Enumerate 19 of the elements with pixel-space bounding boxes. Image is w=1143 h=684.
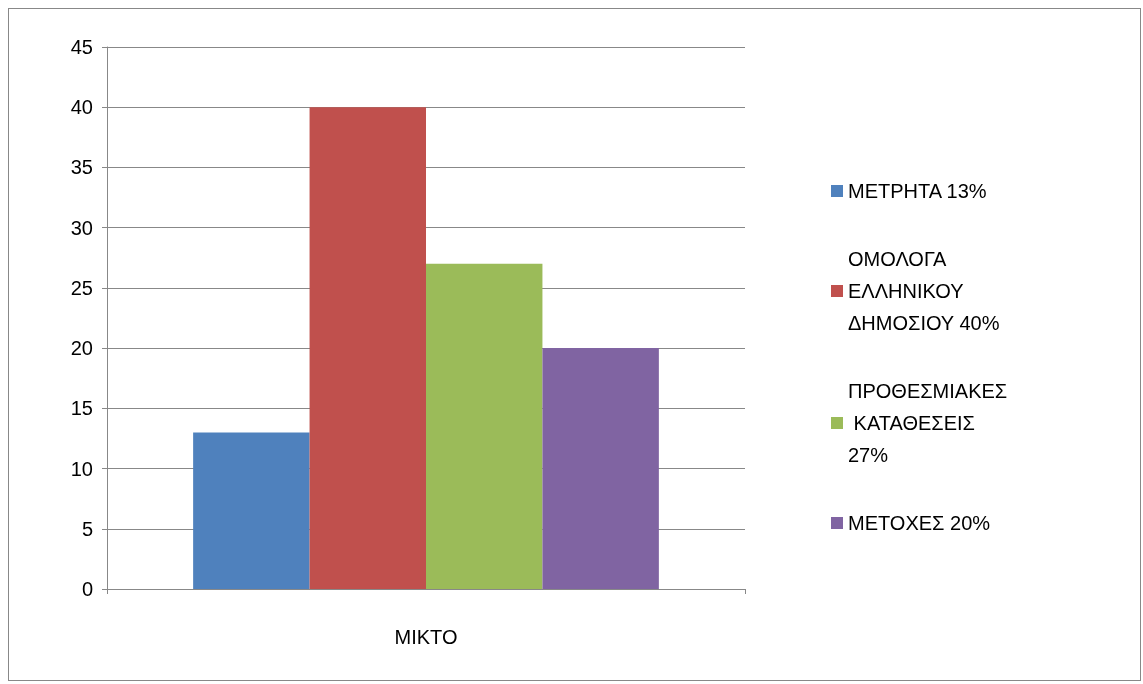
y-tick-label: 0 bbox=[81, 578, 93, 600]
y-tick-label: 25 bbox=[70, 276, 93, 299]
y-tick-label: 30 bbox=[70, 216, 93, 239]
legend-label: ΟΜΟΛΟΓΑ ΕΛΛΗΝΙΚΟΥ ΔΗΜΟΣΙΟΥ 40% bbox=[848, 248, 1000, 334]
bar bbox=[542, 348, 659, 589]
y-tick-label: 40 bbox=[70, 96, 93, 119]
legend-label: ΠΡΟΘΕΣΜΙΑΚΕΣ ΚΑΤΑΘΕΣΕΙΣ 27% bbox=[848, 380, 1008, 466]
legend-label: ΜΕΤΟΧΕΣ 20% bbox=[848, 512, 991, 534]
x-tick-label: ΜΙΚΤΟ bbox=[394, 626, 458, 648]
legend-label: ΜΕΤΡΗΤΑ 13% bbox=[848, 180, 987, 202]
bar bbox=[193, 432, 310, 589]
y-tick-label: 15 bbox=[70, 397, 93, 420]
y-tick-label: 10 bbox=[70, 457, 93, 480]
y-tick-label: 20 bbox=[70, 337, 93, 360]
y-tick-label: 5 bbox=[81, 517, 93, 540]
y-tick-label: 35 bbox=[70, 156, 93, 179]
bar bbox=[426, 263, 543, 589]
y-tick-label: 45 bbox=[70, 36, 93, 58]
bar bbox=[309, 107, 426, 589]
